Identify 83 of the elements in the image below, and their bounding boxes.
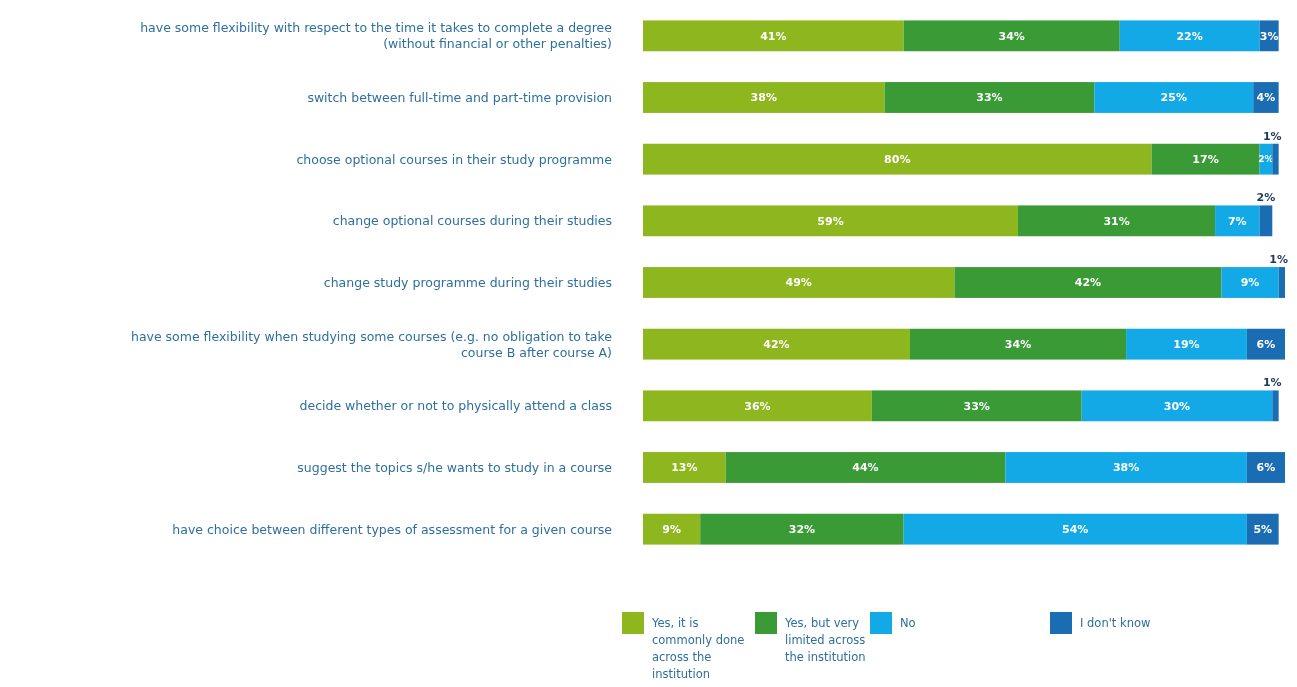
bar: [1126, 328, 1247, 360]
legend-label: I don't know: [1080, 616, 1151, 631]
data-label: 42%: [1074, 276, 1102, 290]
bar: [1278, 267, 1285, 298]
data-label: 7%: [1227, 214, 1247, 228]
bar: [643, 328, 910, 360]
data-label: 22%: [1176, 29, 1203, 43]
bar: [871, 390, 1082, 422]
data-label: 25%: [1160, 91, 1187, 105]
data-label: 42%: [763, 338, 790, 352]
bar: [884, 82, 1095, 113]
data-label: 32%: [788, 523, 816, 537]
data-label: 33%: [976, 91, 1003, 105]
data-label: 80%: [884, 153, 911, 167]
bar: [954, 267, 1222, 298]
data-label: 1%: [1262, 129, 1282, 143]
data-label: 2%: [1258, 154, 1274, 165]
data-label: 5%: [1253, 523, 1273, 537]
bar: [1215, 205, 1260, 237]
data-label: 41%: [760, 29, 787, 43]
y-tick-label: choose optional courses in their study programme: [296, 151, 613, 167]
data-label: 17%: [1192, 153, 1219, 167]
data-label: 36%: [744, 399, 771, 413]
bar: [1246, 452, 1285, 483]
data-label: 6%: [1256, 338, 1276, 352]
y-tick-label: decide whether or not to physically attend a class: [299, 398, 612, 414]
bar: [1253, 82, 1279, 113]
bar: [1272, 143, 1279, 175]
data-label: 31%: [1103, 214, 1130, 228]
data-label: 2%: [1256, 191, 1276, 205]
bar: [643, 267, 955, 298]
y-tick-label: change study programme during their studies: [323, 274, 612, 290]
y-tick-label: suggest the topics s/he wants to study in a course: [297, 459, 613, 475]
data-label: 44%: [852, 461, 879, 475]
data-label: 38%: [750, 91, 777, 105]
bar: [725, 452, 1006, 483]
data-label: 4%: [1256, 91, 1276, 105]
legend-label: No: [900, 616, 916, 631]
bar: [1259, 205, 1273, 237]
bar: [909, 328, 1127, 360]
y-tick-label: have some flexibility with respect to the time it takes to complete a degree (without financial or other penalties): [140, 20, 613, 52]
bar: [643, 20, 904, 52]
data-label: 19%: [1173, 338, 1200, 352]
bar: [643, 205, 1019, 237]
data-label: 54%: [1062, 523, 1089, 537]
bar: [1272, 390, 1279, 422]
bar: [1151, 143, 1260, 175]
y-tick-label: switch between full-time and part-time provision: [307, 89, 612, 105]
y-tick-label: have choice between different types of assessment for a given course: [172, 521, 613, 537]
y-tick-label: change optional courses during their studies: [332, 213, 612, 229]
bar: [1094, 82, 1254, 113]
bar: [1005, 452, 1247, 483]
data-label: 30%: [1163, 399, 1191, 413]
bar: [643, 82, 885, 113]
y-tick-label: have some flexibility when studying some courses (e.g. no obligation to take course B after course A): [130, 328, 613, 360]
data-label: 34%: [1004, 338, 1032, 352]
legend-label: Yes, but very limited across the institution: [784, 616, 866, 665]
bar: [903, 20, 1120, 52]
bar: [1018, 205, 1216, 237]
data-label: 34%: [998, 29, 1025, 43]
data-label: 59%: [817, 214, 844, 228]
data-label: 1%: [1262, 376, 1282, 390]
data-label: 3%: [1259, 29, 1279, 43]
data-label: 1%: [1269, 253, 1288, 267]
bar: [1081, 390, 1273, 422]
bar: [643, 452, 726, 483]
bar: [1119, 20, 1260, 52]
data-label: 49%: [785, 276, 812, 290]
data-label: 33%: [963, 399, 990, 413]
bar: [1246, 328, 1285, 360]
data-label: 38%: [1112, 461, 1140, 475]
bar: [700, 513, 904, 545]
bar: [903, 513, 1247, 545]
bar: [643, 143, 1152, 175]
bar: [643, 390, 872, 422]
data-label: 9%: [1240, 276, 1260, 290]
legend-label: Yes, it is commonly done across the institution: [651, 616, 745, 682]
data-label: 6%: [1256, 461, 1276, 475]
bar: [643, 513, 701, 545]
data-label: 13%: [671, 461, 698, 475]
data-label: 9%: [662, 523, 681, 537]
bar: [1221, 267, 1279, 298]
bar: [1246, 513, 1279, 545]
